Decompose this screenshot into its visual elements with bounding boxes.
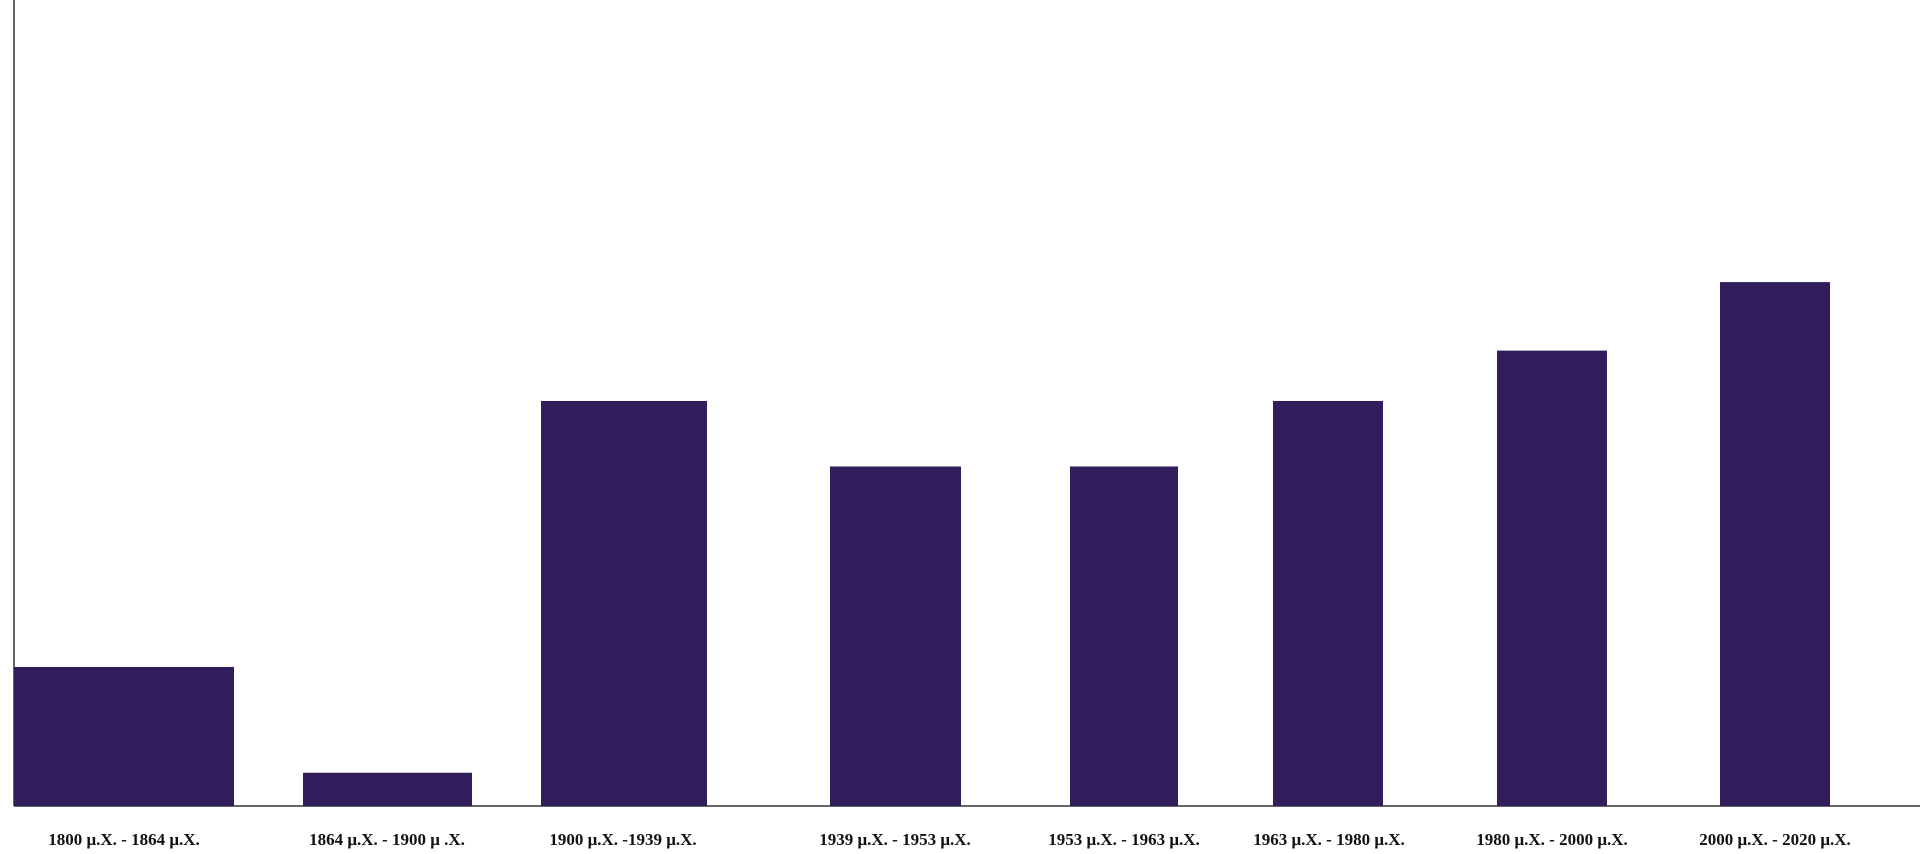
bar-7: [1497, 350, 1607, 806]
bar-5: [1070, 466, 1178, 806]
x-tick-label-6: 1963 μ.Χ. - 1980 μ.Χ.: [1253, 830, 1405, 849]
x-tick-label-group: 1800 μ.Χ. - 1864 μ.Χ. 1864 μ.Χ. - 1900 μ …: [48, 830, 1851, 849]
x-tick-label-7: 1980 μ.Χ. - 2000 μ.Χ.: [1476, 830, 1628, 849]
bar-6: [1273, 400, 1383, 806]
bar-2: [303, 772, 472, 806]
x-tick-label-8: 2000 μ.Χ. - 2020 μ.Χ.: [1699, 830, 1851, 849]
x-tick-label-3: 1900 μ.Χ. -1939 μ.Χ.: [549, 830, 696, 849]
x-tick-label-1: 1800 μ.Χ. - 1864 μ.Χ.: [48, 830, 200, 849]
x-tick-label-2: 1864 μ.Χ. - 1900 μ .Χ.: [309, 830, 465, 849]
bar-4: [830, 466, 961, 806]
bar-3: [541, 400, 707, 806]
x-tick-label-4: 1939 μ.Χ. - 1953 μ.Χ.: [819, 830, 971, 849]
bar-group: [14, 282, 1830, 807]
bar-1: [14, 666, 234, 806]
bar-8: [1720, 282, 1830, 807]
x-tick-label-5: 1953 μ.Χ. - 1963 μ.Χ.: [1048, 830, 1200, 849]
